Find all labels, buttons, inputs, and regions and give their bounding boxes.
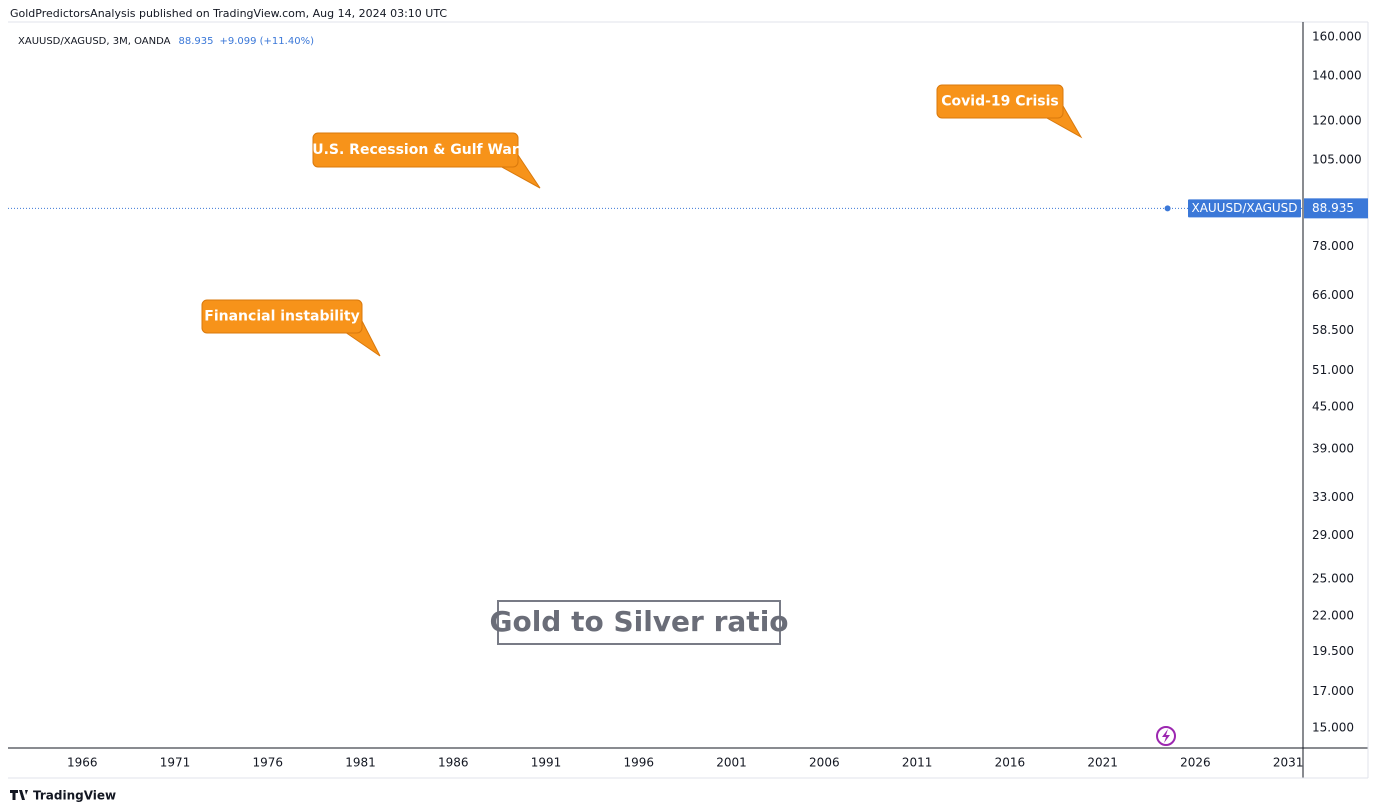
x-tick-label: 1996: [624, 756, 655, 770]
y-tick-label: 25.000: [1312, 571, 1354, 585]
x-tick-label: 2031: [1273, 756, 1304, 770]
symbol-tag-label: XAUUSD/XAGUSD: [1191, 201, 1297, 215]
x-tick-label: 2016: [995, 756, 1026, 770]
x-tick-label: 1976: [252, 756, 283, 770]
x-tick-label: 2026: [1180, 756, 1211, 770]
annotation-box: [312, 132, 519, 168]
y-tick-label: 58.500: [1312, 323, 1354, 337]
annotation-label: U.S. Recession & Gulf War: [312, 142, 519, 158]
annotation-label: Covid-19 Crisis: [941, 94, 1058, 110]
x-tick-label: 1991: [531, 756, 562, 770]
y-tick-label: 140.000: [1312, 68, 1362, 82]
annotation-box: [936, 84, 1064, 119]
y-tick-label: 78.000: [1312, 239, 1354, 253]
y-tick-label: 105.000: [1312, 152, 1362, 166]
y-tick-label: 17.000: [1312, 684, 1354, 698]
y-tick-label: 22.000: [1312, 609, 1354, 623]
footer-logo: [10, 790, 28, 800]
y-tick-label: 66.000: [1312, 288, 1354, 302]
last-point: [1164, 205, 1171, 212]
footer: TradingView: [33, 789, 116, 803]
y-tick-label: 45.000: [1312, 400, 1354, 414]
flash-icon: [1156, 726, 1176, 746]
chart-title: Gold to Silver ratio: [489, 605, 788, 638]
icon-circle: [1156, 726, 1176, 746]
y-tick-label: 51.000: [1312, 363, 1354, 377]
price-tag-label: 88.935: [1312, 201, 1354, 215]
x-tick-label: 2021: [1087, 756, 1118, 770]
y-tick-label: 19.500: [1312, 644, 1354, 658]
x-tick-label: 2006: [809, 756, 840, 770]
y-tick-label: 29.000: [1312, 528, 1354, 542]
y-tick-label: 15.000: [1312, 720, 1354, 734]
legend-change: +9.099 (+11.40%): [219, 36, 314, 47]
logo-mark: [10, 790, 28, 800]
header: GoldPredictorsAnalysis published on Trad…: [10, 7, 447, 20]
plot-area: [8, 205, 1303, 212]
annotation-box: [201, 299, 363, 334]
x-tick-label: 2011: [902, 756, 933, 770]
x-tick-label: 1971: [160, 756, 191, 770]
legend-value: 88.935: [178, 36, 213, 47]
price-tag: [1304, 198, 1368, 219]
legend: XAUUSD/XAGUSD, 3M, OANDA: [18, 36, 171, 47]
icon-bolt: [1162, 729, 1170, 743]
y-tick-label: 33.000: [1312, 490, 1354, 504]
annotation: Financial instability: [201, 299, 381, 357]
symbol-tag: [1188, 199, 1301, 218]
annotation: Covid-19 Crisis: [936, 84, 1083, 139]
title-box: [497, 600, 781, 645]
annotation-label: Financial instability: [204, 309, 359, 325]
x-tick-label: 1966: [67, 756, 98, 770]
x-tick-label: 2001: [716, 756, 747, 770]
x-tick-label: 1981: [345, 756, 376, 770]
y-tick-label: 160.000: [1312, 29, 1362, 43]
y-tick-label: 39.000: [1312, 441, 1354, 455]
x-tick-label: 1986: [438, 756, 469, 770]
annotation: U.S. Recession & Gulf War: [312, 132, 541, 189]
y-tick-label: 120.000: [1312, 113, 1362, 127]
